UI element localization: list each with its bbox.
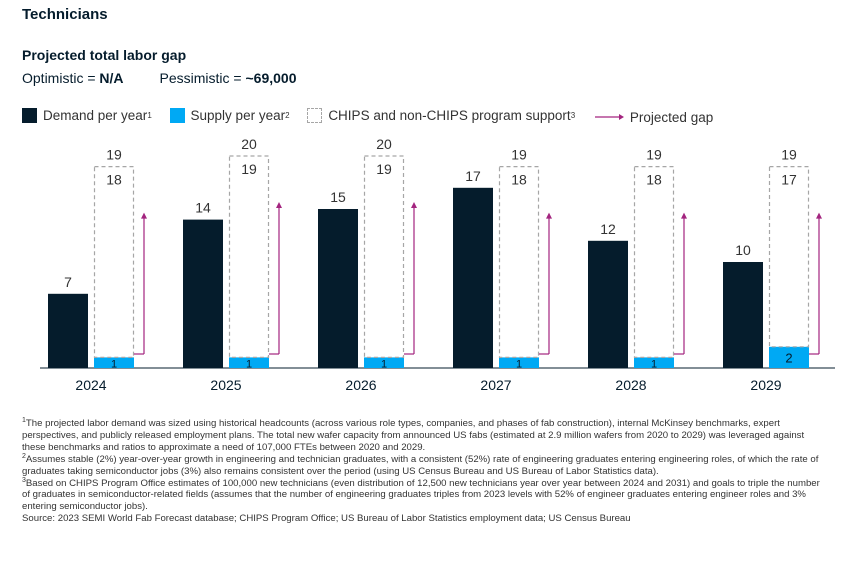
section-heading: Technicians	[22, 6, 108, 23]
footnote-3-text: Based on CHIPS Program Office estimates …	[22, 477, 820, 513]
pessimistic-label: Pessimistic =	[159, 70, 246, 86]
supply-bar-2024	[94, 357, 134, 368]
demand-bar-2025	[183, 219, 223, 368]
supply-bar-2026	[364, 357, 404, 368]
chart-title: Projected total labor gap	[22, 47, 187, 63]
supply-bar-2028	[634, 357, 674, 368]
year-label-2026: 2026	[345, 377, 376, 393]
gap-arrowhead-2025	[276, 202, 282, 208]
chips-label-2027: 18	[511, 172, 527, 188]
chips-label-2029: 17	[781, 172, 797, 188]
demand-bar-2026	[318, 209, 358, 368]
demand-label-2025: 14	[195, 200, 211, 216]
demand-label-2026: 15	[330, 189, 346, 205]
chips-box-2029	[768, 165, 810, 348]
legend-chips-label: CHIPS and non-CHIPS program support	[328, 108, 571, 123]
total-label-2029: 19	[781, 147, 797, 163]
gap-arrowhead-2024	[141, 212, 147, 219]
optimistic-label: Optimistic =	[22, 70, 100, 86]
year-label-2027: 2027	[480, 377, 511, 393]
legend-gap-label: Projected gap	[629, 109, 714, 125]
gap-arrowhead-2028	[681, 212, 687, 219]
supply-bar-2029	[769, 346, 809, 368]
gap-arrowhead-2027	[546, 212, 552, 219]
chips-label-2024: 18	[106, 172, 122, 188]
legend-supply: Supply per year 2	[169, 108, 290, 123]
legend-chips: CHIPS and non-CHIPS program support 3	[307, 108, 575, 123]
demand-bar-2027	[453, 187, 493, 368]
pessimistic-value: ~69,000	[245, 70, 297, 86]
supply-swatch	[169, 108, 185, 123]
gap-arrow-icon	[594, 114, 624, 120]
demand-label-2029: 10	[735, 242, 751, 258]
total-label-2026: 20	[376, 136, 392, 152]
supply-label-2026: 1	[381, 359, 387, 371]
supply-bar-2027	[499, 357, 539, 368]
demand-label-2028: 12	[600, 221, 616, 237]
chips-box-2027	[498, 165, 540, 359]
gap-arrowhead-2029	[816, 212, 822, 219]
legend-gap: Projected gap	[593, 110, 713, 125]
supply-label-2025: 1	[246, 359, 252, 371]
year-label-2024: 2024	[75, 377, 106, 393]
demand-swatch	[22, 108, 37, 123]
supply-label-2024: 1	[111, 359, 117, 371]
year-label-2025: 2025	[210, 377, 241, 393]
chips-label-2028: 18	[646, 172, 662, 188]
footnote-2-text: Assumes stable (2%) year-over-year growt…	[22, 453, 819, 477]
total-label-2028: 19	[646, 147, 662, 163]
footnote-3-marker: 3	[22, 476, 26, 484]
gap-arrowhead-2026	[411, 202, 417, 208]
optimistic-value: N/A	[99, 70, 124, 86]
scenario-line: Optimistic = N/A Pessimistic = ~69,000	[22, 70, 297, 86]
year-label-2028: 2028	[615, 377, 646, 393]
supply-bar-2025	[229, 357, 269, 368]
total-label-2024: 19	[106, 147, 122, 163]
footnote-3: 3Based on CHIPS Program Office estimates…	[22, 476, 822, 514]
chips-label-2025: 19	[241, 161, 257, 177]
chips-box-2024	[93, 165, 135, 359]
demand-label-2024: 7	[64, 274, 72, 290]
demand-bar-2024	[48, 293, 88, 368]
year-label-2029: 2029	[750, 377, 781, 393]
total-label-2025: 20	[241, 136, 257, 152]
footnote-1-text: The projected labor demand was sized usi…	[22, 418, 805, 453]
chart-legend: Demand per year 1 Supply per year 2 CHIPS …	[22, 108, 727, 126]
demand-bar-2029	[723, 262, 763, 368]
footnotes: 1The projected labor demand was sized us…	[22, 416, 822, 525]
legend-demand-label: Demand per year	[43, 108, 148, 123]
chips-box-2026	[363, 155, 405, 358]
footnote-1: 1The projected labor demand was sized us…	[22, 416, 822, 454]
supply-label-2029: 2	[785, 350, 792, 365]
chips-label-2026: 19	[376, 161, 392, 177]
chips-box-2025	[228, 155, 270, 358]
supply-label-2028: 1	[651, 359, 657, 371]
footnote-2: 2Assumes stable (2%) year-over-year grow…	[22, 452, 822, 478]
source-note: Source: 2023 SEMI World Fab Forecast dat…	[22, 513, 631, 525]
chips-swatch	[307, 108, 323, 123]
demand-bar-2028	[588, 240, 628, 368]
footnote-1-marker: 1	[22, 416, 26, 424]
total-label-2027: 19	[511, 147, 527, 163]
supply-label-2027: 1	[516, 359, 522, 371]
bar-chart: 7 1 18 19 2024 14 1 19 20 2025 15 1 19 20 2026 17 1 18 19 2…	[40, 136, 835, 393]
legend-demand: Demand per year 1	[22, 108, 152, 123]
footnote-2-marker: 2	[22, 452, 26, 460]
demand-label-2027: 17	[465, 168, 481, 184]
chips-box-2028	[633, 165, 675, 359]
legend-supply-label: Supply per year	[190, 108, 286, 123]
